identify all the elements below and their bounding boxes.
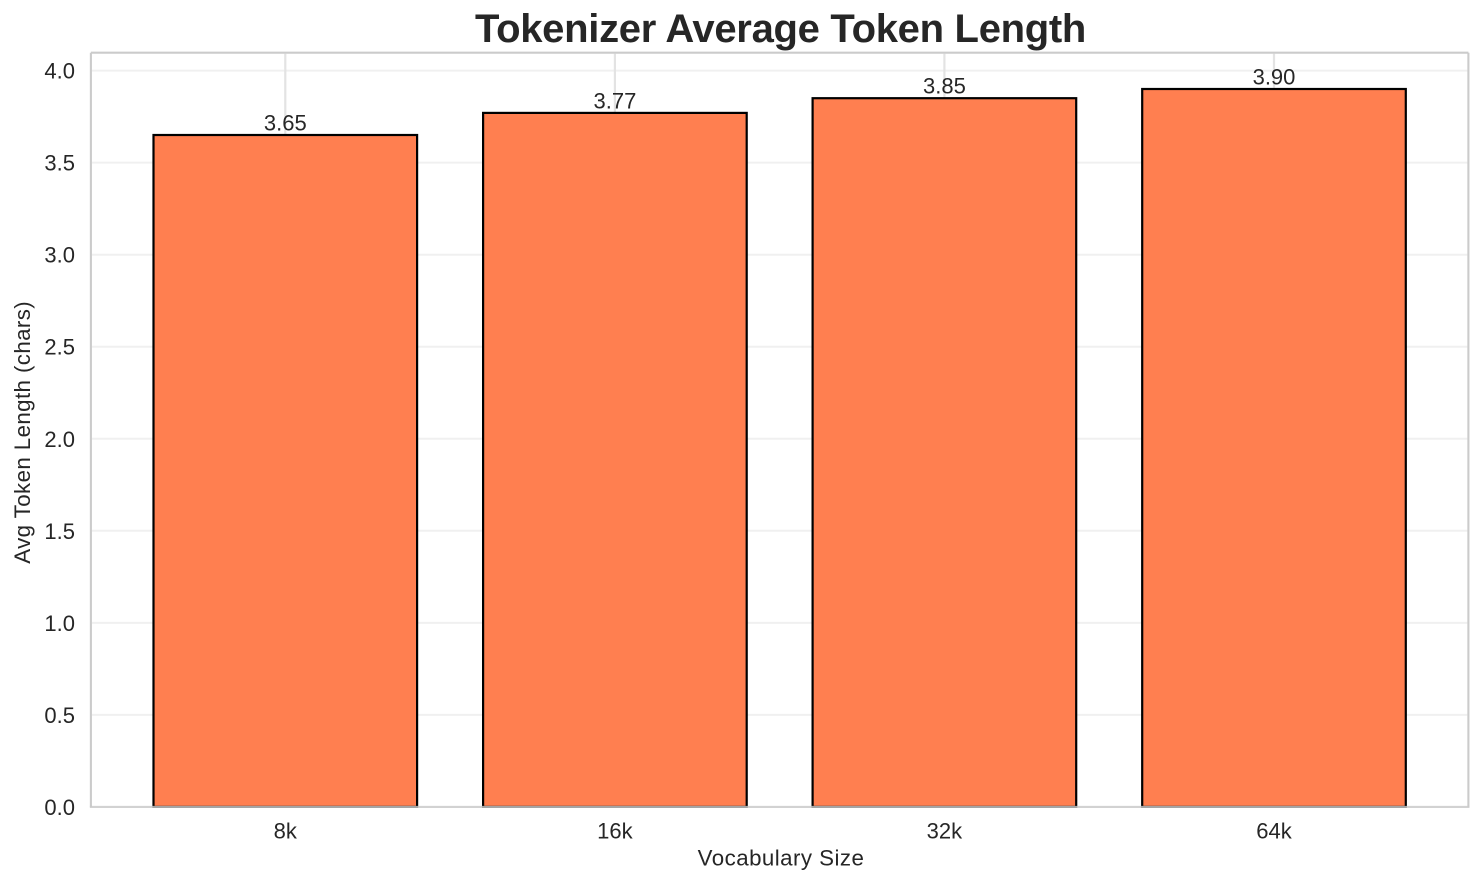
svg-text:2.0: 2.0 [44, 427, 75, 452]
svg-text:Tokenizer Average Token Length: Tokenizer Average Token Length [475, 7, 1086, 51]
svg-text:1.0: 1.0 [44, 611, 75, 636]
svg-text:3.77: 3.77 [593, 88, 636, 113]
svg-text:0.5: 0.5 [44, 703, 75, 728]
svg-text:8k: 8k [274, 818, 298, 843]
svg-text:3.0: 3.0 [44, 243, 75, 268]
svg-text:0.0: 0.0 [44, 795, 75, 820]
svg-text:32k: 32k [927, 818, 963, 843]
svg-text:1.5: 1.5 [44, 519, 75, 544]
svg-text:4.0: 4.0 [44, 59, 75, 84]
svg-text:3.90: 3.90 [1253, 65, 1296, 90]
svg-text:3.85: 3.85 [923, 74, 966, 99]
svg-text:Vocabulary Size: Vocabulary Size [698, 846, 865, 871]
svg-text:64k: 64k [1256, 818, 1292, 843]
svg-text:16k: 16k [597, 818, 633, 843]
svg-text:Avg Token Length (chars): Avg Token Length (chars) [10, 301, 35, 564]
svg-text:2.5: 2.5 [44, 335, 75, 360]
svg-text:3.65: 3.65 [264, 110, 307, 135]
svg-text:3.5: 3.5 [44, 151, 75, 176]
